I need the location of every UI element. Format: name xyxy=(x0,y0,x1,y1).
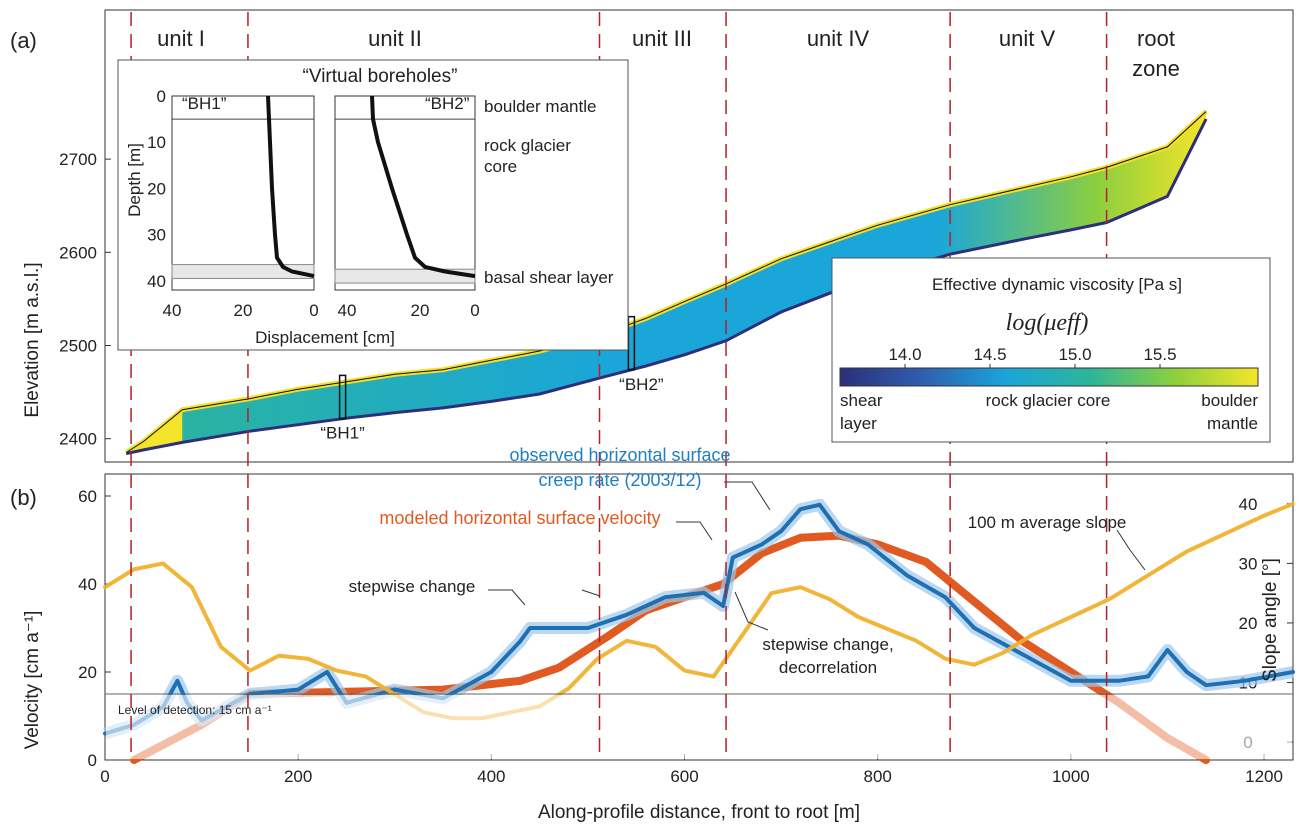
step2-label-2: decorrelation xyxy=(779,658,877,677)
root-zone-label-1: root xyxy=(1137,26,1175,51)
x-tick-label: 1200 xyxy=(1245,767,1283,786)
inset-bh2-label: “BH2” xyxy=(425,94,470,113)
velocity-tick-label: 40 xyxy=(78,575,97,594)
colorbar-log-label: log(μeff) xyxy=(1006,310,1089,336)
inset-depth-tick: 30 xyxy=(147,226,166,245)
inset-x-tick: 20 xyxy=(411,301,430,320)
inset-depth-tick: 10 xyxy=(147,133,166,152)
step2-label-1: stepwise change, xyxy=(762,635,893,654)
x-tick-label: 0 xyxy=(100,767,109,786)
colorbar-gradient xyxy=(839,367,1259,387)
surface-outline xyxy=(125,111,1207,454)
x-tick-label: 800 xyxy=(863,767,891,786)
virtual-borehole-inset: “Virtual boreholes” 40 20 0 40 20 0 0 10 20 3040 … xyxy=(117,59,629,351)
colorbar-title: Effective dynamic viscosity [Pa s] xyxy=(932,275,1182,294)
lod-fade xyxy=(106,695,1292,759)
front-boulder-toe xyxy=(126,410,183,454)
basal-shear-layer xyxy=(125,118,1208,456)
inset-x-tick: 0 xyxy=(309,301,318,320)
elevation-tick-label: 2700 xyxy=(59,150,97,169)
unit-label-5: unit V xyxy=(999,26,1056,51)
unit-label-3: unit III xyxy=(632,26,692,51)
step1-label: stepwise change xyxy=(349,577,476,596)
elevation-tick-label: 2600 xyxy=(59,243,97,262)
inset-axes xyxy=(334,95,476,291)
slope-tick-label: 20 xyxy=(1239,614,1258,633)
annotation-arrows xyxy=(488,481,1146,631)
colorbar-tick-4: 15.5 xyxy=(1143,345,1176,364)
colorbar-boulder-2: mantle xyxy=(1207,414,1258,433)
colorbar-shear-2: layer xyxy=(840,414,877,433)
unit-label-4: unit IV xyxy=(807,26,870,51)
inset-shear-band xyxy=(171,264,315,279)
panel-b: 0200400600800100012000204060010203040 xyxy=(78,487,1295,786)
velocity-tick-label: 0 xyxy=(88,751,97,770)
average-slope-line xyxy=(103,501,1295,721)
colorbar-legend: Effective dynamic viscosity [Pa s] log(μ… xyxy=(831,257,1271,443)
slope-label: 100 m average slope xyxy=(968,513,1127,532)
unit-boundaries xyxy=(130,12,1108,758)
panel-a-frame xyxy=(104,9,1294,463)
colorbar-boulder-1: boulder xyxy=(1201,391,1258,410)
inset-displacement-curve xyxy=(266,95,315,279)
rock-glacier-body xyxy=(126,112,1207,454)
colorbar-tick-2: 14.5 xyxy=(973,345,1006,364)
x-tick-label: 200 xyxy=(284,767,312,786)
x-axis-label: Along-profile distance, front to root [m… xyxy=(538,802,860,823)
slope-tick-label: 40 xyxy=(1239,495,1258,514)
panel-label-a: (a) xyxy=(10,28,37,53)
inset-x-tick: 0 xyxy=(470,301,479,320)
borehole-label: “BH1” xyxy=(320,424,365,443)
inset-bh1-label: “BH1” xyxy=(182,94,227,113)
elevation-tick-label: 2400 xyxy=(59,430,97,449)
velocity-tick-label: 60 xyxy=(78,487,97,506)
slope-tick-label: 30 xyxy=(1239,554,1258,573)
lod-label: Level of detection: 15 cm a⁻¹ xyxy=(118,703,272,717)
colorbar-tick-1: 14.0 xyxy=(888,345,921,364)
root-zone-label-2: zone xyxy=(1132,56,1180,81)
colorbar-core: rock glacier core xyxy=(986,391,1111,410)
observed-creep-line xyxy=(103,502,1295,736)
inset-depth-tick: 20 xyxy=(147,179,166,198)
panel-label-b: (b) xyxy=(10,485,37,510)
inset-layer-core-2: core xyxy=(484,157,517,176)
x-tick-label: 600 xyxy=(670,767,698,786)
inset-x-tick: 40 xyxy=(338,301,357,320)
elevation-tick-label: 2500 xyxy=(59,337,97,356)
inset-depth-tick: 0 xyxy=(157,87,166,106)
elevation-axis-label: Elevation [m a.s.l.] xyxy=(22,262,43,417)
inset-layer-core-1: rock glacier xyxy=(484,136,571,155)
inset-x-tick: 20 xyxy=(234,301,253,320)
inset-shear-band xyxy=(334,268,476,284)
x-tick-label: 1000 xyxy=(1052,767,1090,786)
inset-displacement-label: Displacement [cm] xyxy=(255,328,395,347)
modeled-label: modeled horizontal surface velocity xyxy=(379,508,660,528)
inset-layer-boulder: boulder mantle xyxy=(484,97,596,116)
inset-title: “Virtual boreholes” xyxy=(303,66,458,87)
inset-axes xyxy=(171,95,315,291)
inset-x-tick: 40 xyxy=(163,301,182,320)
colorbar-shear-1: shear xyxy=(840,391,883,410)
inset-layer-shear: basal shear layer xyxy=(484,268,614,287)
inset-depth-label: Depth [m] xyxy=(125,143,144,217)
panel-b-frame xyxy=(104,473,1294,761)
borehole-marker xyxy=(338,374,347,420)
colorbar-tick-3: 15.0 xyxy=(1058,345,1091,364)
unit-label-1: unit I xyxy=(157,26,205,51)
slope-axis-label: Slope angle [°] xyxy=(1260,558,1281,682)
x-tick-label: 400 xyxy=(477,767,505,786)
inset-plots: 40 20 0 40 20 0 0 10 20 30 40 xyxy=(147,87,480,320)
inset-depth-tick: 40 xyxy=(147,272,166,291)
velocity-tick-label: 20 xyxy=(78,663,97,682)
observed-label-2: creep rate (2003/12) xyxy=(538,470,701,490)
borehole-label: “BH2” xyxy=(619,375,664,394)
observed-label-1: observed horizontal surface xyxy=(509,445,730,465)
velocity-axis-label: Velocity [cm a⁻¹] xyxy=(22,611,43,750)
panel-a: 2400 2500 2600 2700 “BH1” “BH2” xyxy=(59,109,1208,456)
unit-label-2: unit II xyxy=(368,26,422,51)
inset-displacement-curve xyxy=(370,95,476,279)
